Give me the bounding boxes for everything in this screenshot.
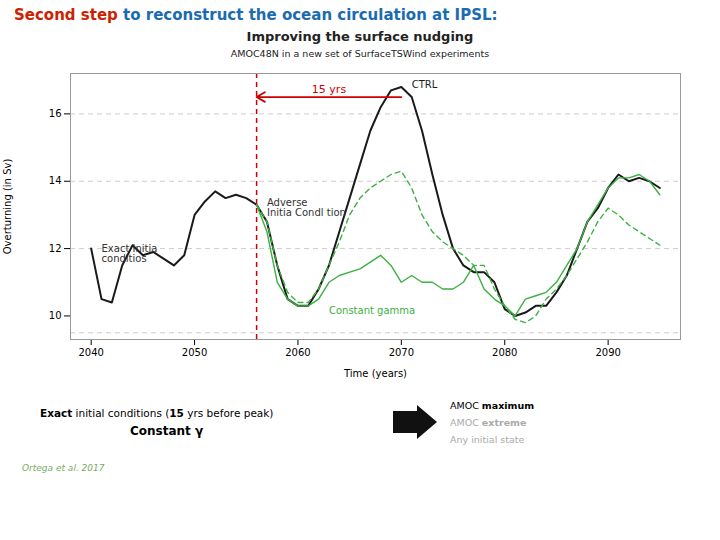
svg-text:2080: 2080 — [492, 347, 517, 358]
html-text:Ortega et al. 2017: Ortega et al. 2017 — [22, 463, 105, 473]
svg-text:16: 16 — [49, 108, 62, 119]
svg-text:2090: 2090 — [595, 347, 620, 358]
svg-text:12: 12 — [49, 243, 62, 254]
svg-text:2040: 2040 — [78, 347, 103, 358]
html-text:AMOC extreme: AMOC extreme — [450, 416, 527, 428]
html-text:Any initial state: Any initial state — [450, 433, 525, 445]
html-text:AMOC maximum: AMOC maximum — [450, 399, 535, 411]
html-text:Improving the surface nudging: Improving the surface nudging — [246, 29, 474, 44]
html-text:Exact initial conditions (15 y: Exact initial conditions (15 yrs before … — [40, 406, 274, 419]
svg-text:Overturning (in Sv): Overturning (in Sv) — [2, 159, 13, 255]
svg-text:10: 10 — [49, 310, 62, 321]
svg-text:14: 14 — [49, 175, 62, 186]
html-text:Constant γ: Constant γ — [130, 423, 204, 438]
svg-text:15 yrs: 15 yrs — [312, 83, 347, 96]
svg-text:CTRL: CTRL — [412, 79, 438, 90]
svg-text:AdverseInitia Condl tion: AdverseInitia Condl tion — [267, 197, 346, 218]
svg-text:2060: 2060 — [285, 347, 310, 358]
svg-text:2070: 2070 — [389, 347, 414, 358]
svg-text:2050: 2050 — [182, 347, 207, 358]
svg-text:Time (years): Time (years) — [343, 368, 407, 379]
html-text:AMOC48N in a new set of Surfac: AMOC48N in a new set of SurfaceTSWind ex… — [230, 48, 490, 59]
svg-text:Constant gamma: Constant gamma — [329, 305, 415, 316]
svg-text:Exact Initiaconditios: Exact Initiaconditios — [102, 243, 158, 264]
html-text:Second step to reconstruct the: Second step to reconstruct the ocean cir… — [14, 6, 498, 24]
